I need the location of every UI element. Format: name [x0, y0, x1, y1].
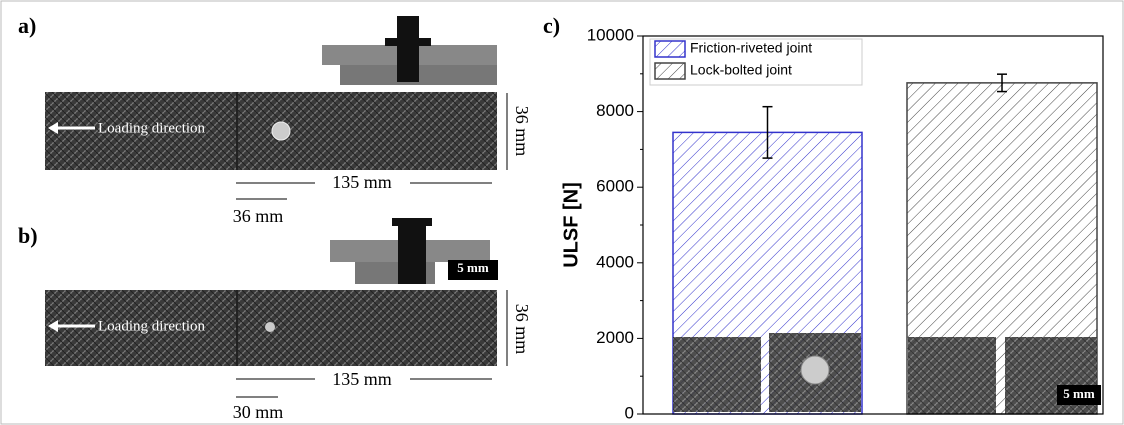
panel-label: b): [18, 223, 38, 248]
y-tick-label: 8000: [596, 101, 634, 120]
joint-cross-section: [322, 16, 497, 85]
dimension: 36 mm: [512, 106, 532, 157]
y-tick-label: 2000: [596, 328, 634, 347]
scale-bar-label: 5 mm: [1063, 386, 1095, 401]
legend-swatch: [654, 62, 686, 80]
error-bar: [762, 105, 773, 159]
legend-swatch: [654, 40, 686, 58]
dimension: 36 mm: [512, 304, 532, 355]
panel-label: a): [18, 13, 36, 38]
specimen-photo: [45, 92, 497, 170]
rivet: [271, 121, 291, 141]
y-tick-label: 6000: [596, 177, 634, 196]
fracture-photo: [673, 337, 761, 412]
plot-frame: [642, 35, 1104, 415]
dimension: 30 mm: [233, 402, 284, 422]
rivet: [265, 322, 275, 332]
annotation: Loading direction: [98, 120, 206, 136]
y-axis-label: ULSF [N]: [560, 182, 582, 268]
scale-bar-label: 5 mm: [457, 260, 489, 275]
joint-cross-section: [330, 218, 490, 284]
bolt-head: [800, 355, 830, 385]
bar-chart: 0 2000 4000 6000 8000 10000 5 mm Friction-rivet…: [587, 25, 1104, 422]
fracture-photo: [908, 337, 996, 414]
dimension: 135 mm: [332, 369, 392, 389]
annotation: Loading direction: [98, 318, 206, 334]
legend-label: Friction-riveted joint: [690, 40, 812, 56]
error-bar: [997, 73, 1007, 93]
y-tick-label: 4000: [596, 252, 634, 271]
scale-bar: [1057, 385, 1101, 405]
y-tick-label: 10000: [587, 25, 634, 44]
scale-bar: [448, 260, 498, 280]
legend-label: Lock-bolted joint: [690, 62, 792, 78]
y-tick-label: 0: [625, 403, 634, 422]
dimension: 135 mm: [332, 172, 392, 192]
dimension: 36 mm: [233, 206, 284, 226]
panel-label: c): [543, 13, 560, 38]
